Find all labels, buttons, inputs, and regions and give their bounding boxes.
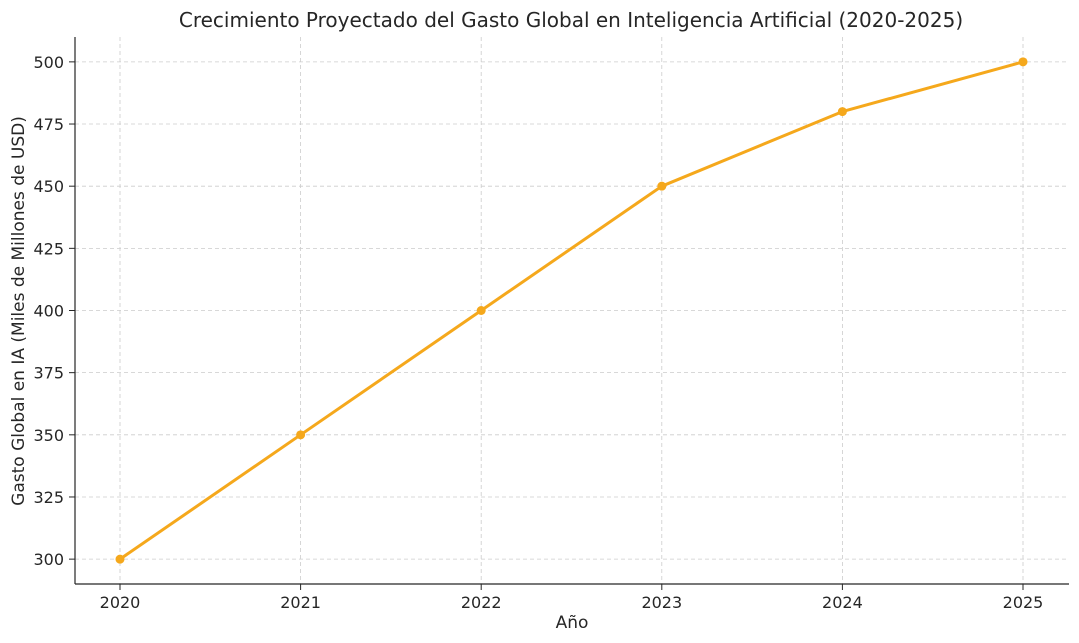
- y-axis-label: Gasto Global en IA (Miles de Millones de…: [9, 116, 29, 506]
- x-tick-label: 2025: [1003, 593, 1044, 612]
- chart-title: Crecimiento Proyectado del Gasto Global …: [179, 8, 963, 32]
- y-tick-label: 325: [33, 488, 64, 507]
- x-axis-ticks: 2020 2021 2022 2023 2024 2025: [100, 584, 1044, 612]
- x-tick-label: 2024: [822, 593, 863, 612]
- y-tick-label: 450: [33, 177, 64, 196]
- data-point: [296, 430, 306, 440]
- y-tick-label: 375: [33, 364, 64, 383]
- x-axis-label: Año: [556, 613, 589, 633]
- y-tick-label: 500: [33, 53, 64, 72]
- series-line: [118, 60, 1025, 561]
- y-axis-ticks: 300 325 350 375 400 425 450 475 500: [33, 53, 75, 569]
- data-point: [1018, 57, 1028, 67]
- y-tick-label: 475: [33, 115, 64, 134]
- x-tick-label: 2023: [641, 593, 682, 612]
- series: [115, 57, 1028, 564]
- data-point: [657, 181, 667, 191]
- data-point: [115, 554, 125, 564]
- x-tick-label: 2022: [461, 593, 502, 612]
- y-tick-label: 300: [33, 550, 64, 569]
- y-tick-label: 425: [33, 239, 64, 258]
- data-point: [476, 306, 486, 315]
- data-point: [837, 107, 847, 117]
- y-tick-label: 400: [33, 302, 64, 321]
- x-tick-label: 2021: [280, 593, 321, 612]
- grid: [75, 37, 1069, 584]
- x-tick-label: 2020: [100, 593, 141, 612]
- y-tick-label: 350: [33, 426, 64, 445]
